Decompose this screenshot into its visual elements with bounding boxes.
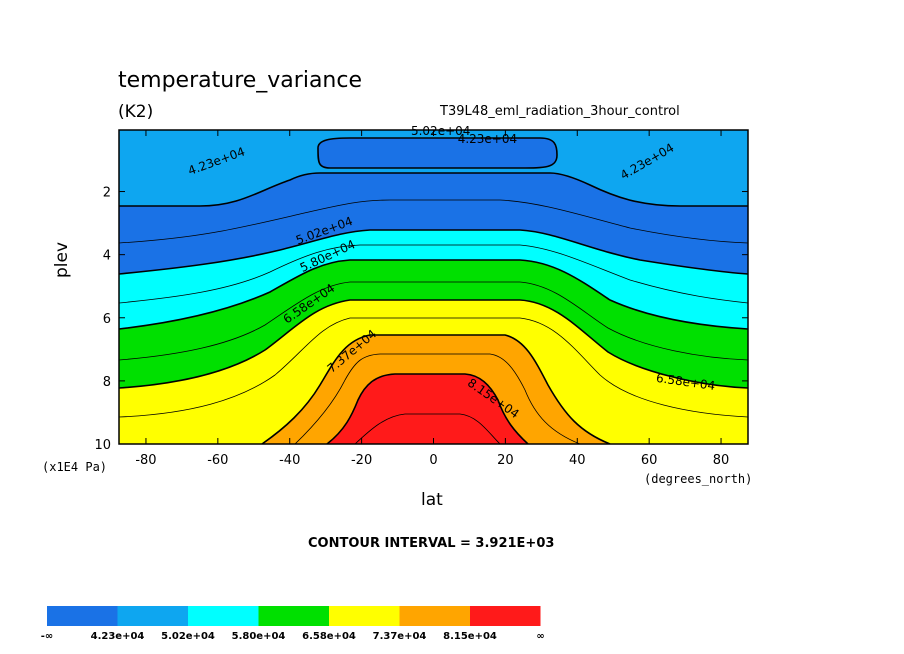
x-tick-label: 80 [713,453,730,468]
colorbar-swatch [117,606,188,626]
contour-label: 4.23e+04 [458,132,517,146]
x-axis-units: (degrees_north) [644,472,753,486]
y-tick-label: 8 [103,375,111,390]
run-label: T39L48_eml_radiation_3hour_control [440,104,680,119]
chart-units: (K2) [118,102,154,122]
contour-interval: CONTOUR INTERVAL = 3.921E+03 [308,536,555,551]
colorbar-label: 5.02e+04 [161,631,215,642]
y-tick-label: 10 [94,438,111,453]
colorbar-label: 7.37e+04 [373,631,427,642]
colorbar-label: 5.80e+04 [232,631,286,642]
x-tick-label: -80 [135,453,156,468]
x-tick-label: 60 [641,453,658,468]
chart-title: temperature_variance [118,68,362,93]
x-tick-label: -60 [207,453,228,468]
x-tick-label: -20 [351,453,372,468]
band-8.15e4 [327,374,528,444]
x-tick-label: -40 [279,453,300,468]
colorbar-swatch [470,606,541,626]
y-axis-units: (x1E4 Pa) [42,460,108,474]
colorbar-label: 8.15e+04 [443,631,497,642]
colorbar-label: -∞ [41,631,53,642]
colorbar-label: 6.58e+04 [302,631,356,642]
x-axis-label: lat [421,490,443,510]
y-tick-label: 6 [103,312,111,327]
colorbar-swatch [329,606,400,626]
y-tick-label: 4 [103,249,111,264]
x-tick-label: 20 [497,453,514,468]
y-tick-label: 2 [103,186,111,201]
colorbar-label: 4.23e+04 [91,631,145,642]
colorbar-swatch [47,606,118,626]
colorbar-swatch [258,606,329,626]
x-tick-label: 40 [569,453,586,468]
colorbar-swatch [399,606,470,626]
colorbar-swatch [188,606,259,626]
colorbar-label: ∞ [536,631,544,642]
x-tick-label: 0 [429,453,437,468]
contour-label: 5.02e+04 [411,124,470,138]
